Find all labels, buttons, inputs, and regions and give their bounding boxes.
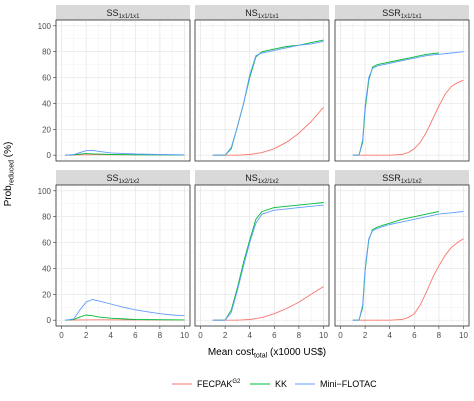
panel-1-y-tick-label: 40 <box>42 99 51 108</box>
panel-6-strip-label: SSR1x1/1x2 <box>382 173 422 185</box>
panel-4-x-tick-label: 4 <box>108 331 113 340</box>
y-axis-title-main: Prob <box>3 185 14 207</box>
panel-6-x-tick-label: 0 <box>338 331 343 340</box>
panel-3-series-kk <box>352 52 439 156</box>
panel-4-y-tick-label: 0 <box>47 316 52 325</box>
panel-5-series-fecpak <box>212 286 324 321</box>
panel-6-x-tick-label: 6 <box>412 331 417 340</box>
panel-6-x-tick-label: 8 <box>437 331 442 340</box>
panel-6-series-fecpak <box>352 238 464 321</box>
x-axis-title: Mean costtotal (x1000 US$) <box>208 347 326 360</box>
panel-3-strip <box>335 5 469 20</box>
panel-4-y-tick-label: 80 <box>42 213 51 222</box>
panel-5-x-tick-label: 2 <box>223 331 228 340</box>
panel-5-strip <box>195 170 329 185</box>
panel-5-x-tick-label: 8 <box>297 331 302 340</box>
x-axis-title-suffix: (x1000 US$) <box>267 347 326 358</box>
panel-3: SSR1x1/1x1 <box>334 5 470 162</box>
legend-label-kk: KK <box>275 379 287 389</box>
panel-4-x-tick-label: 8 <box>158 331 163 340</box>
panel-6-series-mini-flotac <box>352 211 464 321</box>
legend: FECPAKG2 KK Mini−FLOTAC <box>172 379 377 389</box>
panel-1-y-tick-label: 20 <box>42 125 51 134</box>
panel-1-series-mini-flotac <box>65 149 185 156</box>
panel-4-y-tick-label: 20 <box>42 290 51 299</box>
panel-2-strip-label: NS1x1/1x1 <box>245 8 279 20</box>
panel-1-strip-label: SS1x1/1x1 <box>106 8 140 20</box>
panel-4-series-mini-flotac <box>65 299 185 321</box>
panel-4-x-tick-label: 2 <box>84 331 89 340</box>
panel-5-border <box>194 184 330 327</box>
legend-label-fecpak-sup: G2 <box>232 379 241 385</box>
panel-3-strip-label: SSR1x1/1x1 <box>382 8 422 20</box>
panel-4-border <box>55 184 191 327</box>
panel-1-y-tick-label: 0 <box>47 151 52 160</box>
panel-4-strip <box>56 170 190 185</box>
panel-4-x-tick-label: 6 <box>133 331 138 340</box>
panel-4: SS1x2/1x2 0 20 40 60 80 100 0 2 4 6 8 10 <box>38 170 191 340</box>
panel-6-x-tick-label: 10 <box>459 331 468 340</box>
panel-6-border <box>334 184 470 327</box>
panel-1-strip <box>56 5 190 20</box>
panel-6-x-tick-label: 2 <box>363 331 368 340</box>
panel-2-series-mini-flotac <box>212 40 324 156</box>
panel-4-y-tick-label: 40 <box>42 264 51 273</box>
panel-4-strip-label: SS1x2/1x2 <box>106 173 140 185</box>
panel-2-series-fecpak <box>212 107 324 156</box>
panel-5-strip-label: NS1x2/1x2 <box>245 173 279 185</box>
panel-1-border <box>55 19 191 162</box>
panel-5-x-tick-label: 10 <box>319 331 328 340</box>
panel-6-x-tick-label: 4 <box>387 331 392 340</box>
panel-6: SSR1x1/1x2 0 2 4 6 8 10 <box>334 170 470 340</box>
panel-1-y-tick-label: 100 <box>38 22 52 31</box>
panel-4-x-tick-label: 10 <box>180 331 189 340</box>
panel-5-series-mini-flotac <box>212 204 324 321</box>
legend-label-fecpak-name: FECPAK <box>197 379 232 389</box>
legend-label-mini-flotac: Mini−FLOTAC <box>320 379 377 389</box>
panel-4-y-tick-label: 60 <box>42 239 51 248</box>
x-axis-title-main: Mean cost <box>208 347 254 358</box>
panel-4-series-kk <box>65 314 185 321</box>
panel-5-x-tick-label: 0 <box>198 331 203 340</box>
panel-3-border <box>334 19 470 162</box>
panel-2-border <box>194 19 330 162</box>
panel-3-series-mini-flotac <box>352 51 464 156</box>
panel-4-y-tick-label: 100 <box>38 187 52 196</box>
panel-4-x-tick-label: 0 <box>59 331 64 340</box>
y-axis-title-sub: reduced <box>9 160 16 185</box>
panel-1-y-tick-label: 60 <box>42 74 51 83</box>
panel-5-x-tick-label: 4 <box>247 331 252 340</box>
panel-5: NS1x2/1x2 0 2 4 6 8 10 <box>194 170 330 340</box>
panel-3-series-fecpak <box>352 79 464 156</box>
panel-1: SS1x1/1x1 0 20 40 60 80 100 <box>38 5 191 162</box>
panel-1-y-tick-label: 80 <box>42 48 51 57</box>
legend-label-fecpak: FECPAKG2 <box>197 379 241 389</box>
panel-6-strip <box>335 170 469 185</box>
y-axis-title-suffix: (%) <box>3 142 14 160</box>
panel-6-series-kk <box>352 211 439 321</box>
x-axis-title-sub: total <box>254 353 268 360</box>
panel-5-series-kk <box>212 202 324 321</box>
panel-2: NS1x1/1x1 <box>194 5 330 162</box>
panel-5-x-tick-label: 6 <box>272 331 277 340</box>
y-axis-title: Probreduced (%) <box>3 142 16 207</box>
panel-2-strip <box>195 5 329 20</box>
panel-1-series-kk <box>65 153 185 156</box>
